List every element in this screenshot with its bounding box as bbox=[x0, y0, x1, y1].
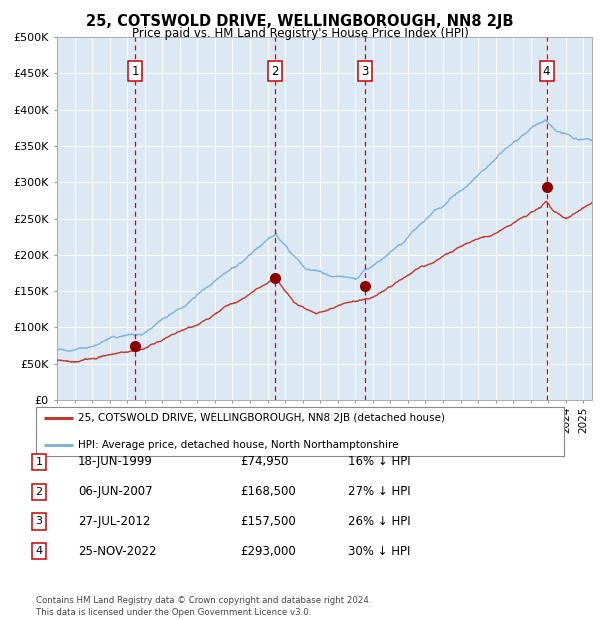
Text: 1: 1 bbox=[35, 457, 43, 467]
Text: 25, COTSWOLD DRIVE, WELLINGBOROUGH, NN8 2JB (detached house): 25, COTSWOLD DRIVE, WELLINGBOROUGH, NN8 … bbox=[78, 413, 445, 423]
Text: 26% ↓ HPI: 26% ↓ HPI bbox=[348, 515, 410, 528]
Text: £74,950: £74,950 bbox=[240, 456, 289, 468]
Text: 30% ↓ HPI: 30% ↓ HPI bbox=[348, 545, 410, 557]
Text: 18-JUN-1999: 18-JUN-1999 bbox=[78, 456, 153, 468]
Text: £293,000: £293,000 bbox=[240, 545, 296, 557]
Text: 4: 4 bbox=[35, 546, 43, 556]
Text: 16% ↓ HPI: 16% ↓ HPI bbox=[348, 456, 410, 468]
Text: 1: 1 bbox=[131, 65, 139, 78]
Text: 2: 2 bbox=[271, 65, 279, 78]
Text: 25, COTSWOLD DRIVE, WELLINGBOROUGH, NN8 2JB: 25, COTSWOLD DRIVE, WELLINGBOROUGH, NN8 … bbox=[86, 14, 514, 29]
Text: 3: 3 bbox=[35, 516, 43, 526]
Text: 4: 4 bbox=[543, 65, 550, 78]
Text: 2: 2 bbox=[35, 487, 43, 497]
Text: Price paid vs. HM Land Registry's House Price Index (HPI): Price paid vs. HM Land Registry's House … bbox=[131, 27, 469, 40]
Text: 06-JUN-2007: 06-JUN-2007 bbox=[78, 485, 152, 498]
Text: 27-JUL-2012: 27-JUL-2012 bbox=[78, 515, 151, 528]
Text: 25-NOV-2022: 25-NOV-2022 bbox=[78, 545, 157, 557]
Text: HPI: Average price, detached house, North Northamptonshire: HPI: Average price, detached house, Nort… bbox=[78, 440, 399, 450]
Text: 27% ↓ HPI: 27% ↓ HPI bbox=[348, 485, 410, 498]
Text: Contains HM Land Registry data © Crown copyright and database right 2024.
This d: Contains HM Land Registry data © Crown c… bbox=[36, 596, 371, 617]
Text: 3: 3 bbox=[362, 65, 369, 78]
Text: £157,500: £157,500 bbox=[240, 515, 296, 528]
Text: £168,500: £168,500 bbox=[240, 485, 296, 498]
